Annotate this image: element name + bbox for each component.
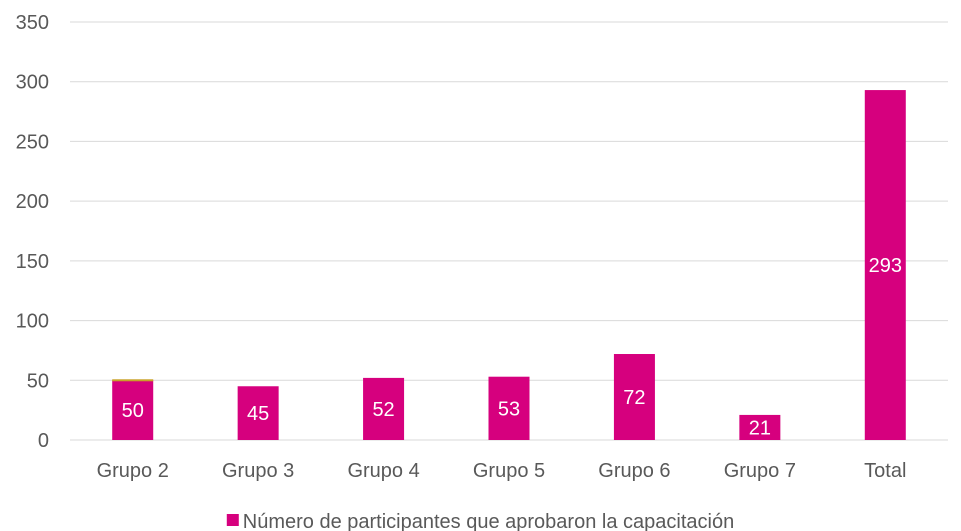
bar [112, 380, 154, 440]
data-label: 45 [247, 403, 269, 425]
y-tick-label: 0 [38, 430, 49, 452]
legend: Número de participantes que aprobaron la… [226, 511, 734, 531]
x-tick-label: Grupo 6 [598, 460, 670, 482]
data-label: 50 [122, 400, 144, 422]
x-tick-label: Grupo 4 [347, 460, 419, 482]
y-tick-label: 250 [16, 131, 49, 153]
bars: 50 45 52 53 72 21 293 [112, 90, 906, 441]
bar [864, 90, 906, 441]
data-label: 72 [623, 387, 645, 409]
bar [237, 386, 279, 440]
data-label: 52 [372, 399, 394, 421]
x-tick-label: Grupo 5 [473, 460, 545, 482]
x-tick-label: Grupo 2 [97, 460, 169, 482]
legend-swatch [226, 514, 239, 526]
x-tick-label: Total [864, 460, 906, 482]
data-label: 21 [749, 417, 771, 439]
y-tick-label: 350 [16, 12, 49, 34]
legend-label: Número de participantes que aprobaron la… [243, 511, 734, 531]
bar-accent [112, 379, 154, 382]
bar [613, 354, 655, 440]
y-tick-label: 300 [16, 72, 49, 94]
bar [739, 414, 781, 440]
x-axis-ticks: Grupo 2 Grupo 3 Grupo 4 Grupo 5 Grupo 6 Grupo… [97, 460, 907, 482]
x-tick-label: Grupo 7 [724, 460, 796, 482]
y-tick-label: 100 [16, 311, 49, 333]
y-axis-ticks: 0 50 100 150 200 250 300 350 [16, 12, 49, 452]
y-tick-label: 200 [16, 191, 49, 213]
y-tick-label: 150 [16, 251, 49, 273]
y-tick-label: 50 [27, 370, 49, 392]
data-label: 53 [498, 398, 520, 420]
x-tick-label: Grupo 3 [222, 460, 294, 482]
gridlines [70, 21, 948, 441]
bar [363, 377, 405, 440]
data-label: 293 [869, 255, 902, 277]
bar [488, 376, 530, 440]
